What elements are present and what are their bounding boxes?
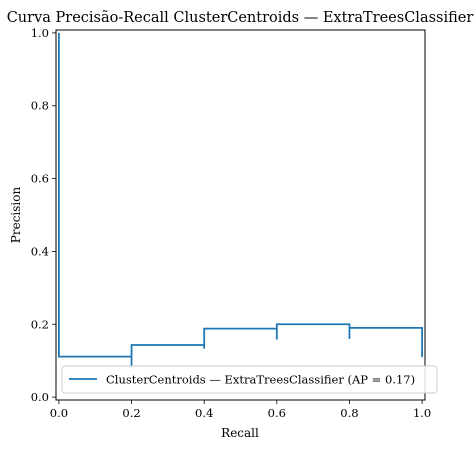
x-tick-label: 0.0 bbox=[50, 406, 68, 420]
series-line-pr-curve bbox=[58, 32, 423, 368]
x-tick-label: 0.2 bbox=[122, 406, 140, 420]
legend: ClusterCentroids — ExtraTreesClassifier … bbox=[61, 365, 438, 394]
y-tick-label: 0.6 bbox=[31, 172, 49, 186]
x-axis-ticks: 0.0 0.2 0.4 0.6 0.8 1.0 bbox=[50, 400, 431, 420]
y-axis-ticks: 0.0 0.2 0.4 0.6 0.8 1.0 bbox=[31, 26, 56, 404]
y-axis-label: Precision bbox=[9, 187, 23, 244]
plot-area bbox=[58, 32, 423, 368]
legend-entry-label: ClusterCentroids — ExtraTreesClassifier … bbox=[106, 373, 415, 387]
x-axis-label: Recall bbox=[221, 426, 259, 440]
y-tick-label: 0.8 bbox=[31, 99, 49, 113]
chart-title: Curva Precisão-Recall ClusterCentroids —… bbox=[7, 10, 474, 26]
x-tick-label: 1.0 bbox=[413, 406, 431, 420]
y-tick-label: 1.0 bbox=[31, 26, 49, 40]
x-tick-label: 0.4 bbox=[195, 406, 213, 420]
y-tick-label: 0.0 bbox=[31, 390, 49, 404]
y-tick-label: 0.4 bbox=[31, 244, 49, 258]
x-tick-label: 0.6 bbox=[268, 406, 286, 420]
y-tick-label: 0.2 bbox=[31, 317, 49, 331]
legend-box bbox=[61, 365, 438, 394]
x-tick-label: 0.8 bbox=[340, 406, 358, 420]
axes-frame bbox=[55, 29, 426, 401]
